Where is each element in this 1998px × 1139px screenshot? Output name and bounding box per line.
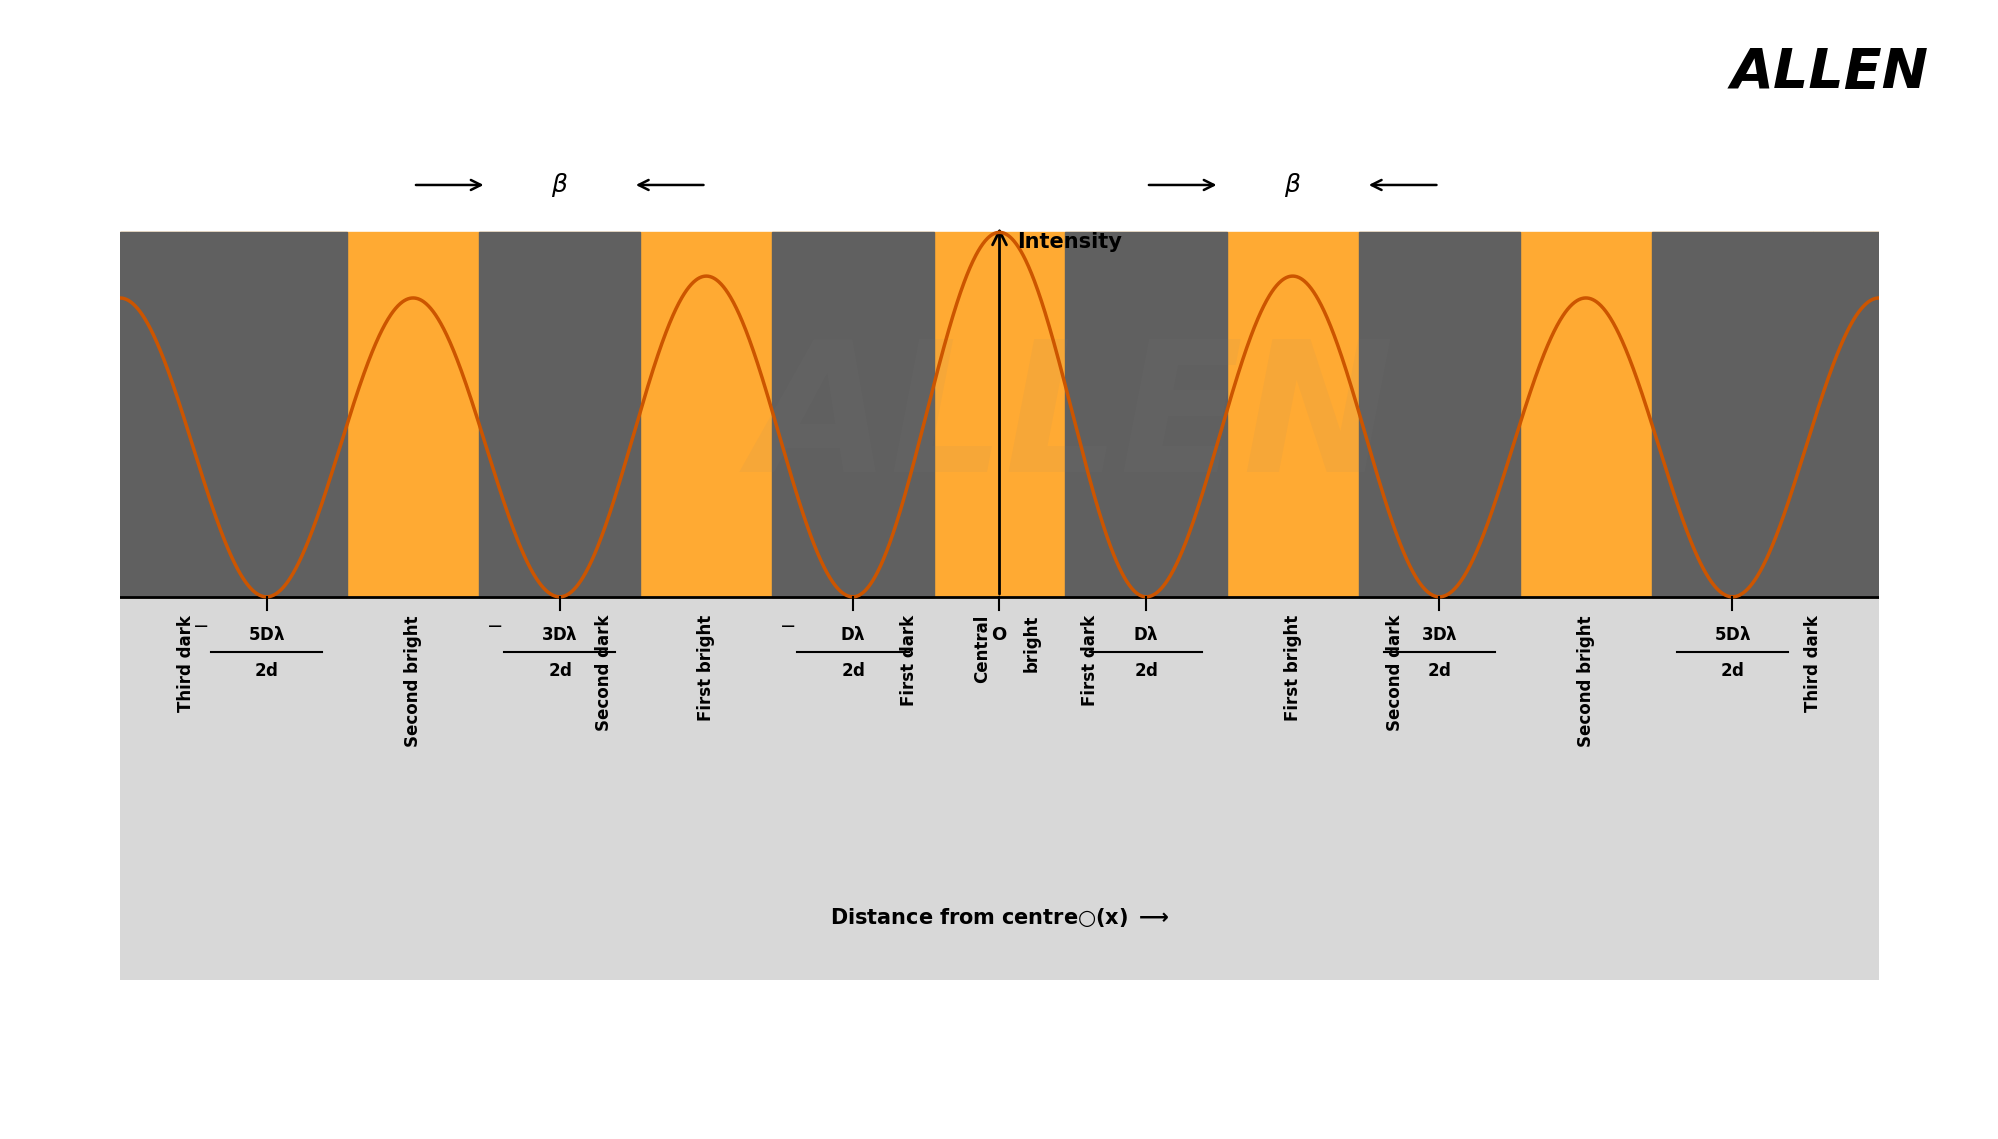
Text: $\mathbf{2d}$: $\mathbf{2d}$ <box>1427 663 1451 680</box>
Text: First bright: First bright <box>1283 615 1301 721</box>
Text: $-$: $-$ <box>779 615 795 634</box>
Text: $\mathbf{2d}$: $\mathbf{2d}$ <box>254 663 278 680</box>
Bar <box>1065 232 1227 597</box>
Text: bright: bright <box>1023 615 1041 672</box>
Text: $\mathbf{5D\lambda}$: $\mathbf{5D\lambda}$ <box>248 626 286 644</box>
Text: First bright: First bright <box>697 615 715 721</box>
Text: Second dark: Second dark <box>593 615 613 731</box>
Text: $\mathbf{2d}$: $\mathbf{2d}$ <box>1720 663 1744 680</box>
Bar <box>771 232 933 597</box>
Text: $-$: $-$ <box>486 615 501 634</box>
Text: Second bright: Second bright <box>404 615 422 746</box>
Bar <box>1359 232 1518 597</box>
Text: Second bright: Second bright <box>1576 615 1594 746</box>
Text: $\mathbf{2d}$: $\mathbf{2d}$ <box>841 663 865 680</box>
Text: $\mathbf{O}$: $\mathbf{O}$ <box>991 626 1007 644</box>
Bar <box>186 232 348 597</box>
Bar <box>120 232 186 597</box>
Bar <box>1812 232 1878 597</box>
Text: Intensity: Intensity <box>1017 232 1121 253</box>
Text: $\mathbf{2d}$: $\mathbf{2d}$ <box>1133 663 1157 680</box>
Bar <box>120 232 1878 597</box>
Text: Third dark: Third dark <box>176 615 196 712</box>
Text: $\mathbf{D\lambda}$: $\mathbf{D\lambda}$ <box>839 626 865 644</box>
Text: $-$: $-$ <box>192 615 208 634</box>
Text: $\mathbf{Distance\ from\ centre}$$\mathbf{\bigcirc}$$\mathbf{(x)\ \longrightarro: $\mathbf{Distance\ from\ centre}$$\mathb… <box>829 907 1169 929</box>
Text: Second dark: Second dark <box>1385 615 1405 731</box>
Text: First dark: First dark <box>1081 615 1099 706</box>
Text: $\mathbf{D\lambda}$: $\mathbf{D\lambda}$ <box>1133 626 1159 644</box>
Text: ALLEN: ALLEN <box>751 334 1395 510</box>
Text: $\mathbf{5D\lambda}$: $\mathbf{5D\lambda}$ <box>1712 626 1750 644</box>
Text: $\beta$: $\beta$ <box>1283 171 1301 199</box>
Text: $\mathbf{2d}$: $\mathbf{2d}$ <box>547 663 571 680</box>
Text: ALLEN: ALLEN <box>1730 46 1928 99</box>
Text: $\mathbf{3D\lambda}$: $\mathbf{3D\lambda}$ <box>1421 626 1457 644</box>
Text: First dark: First dark <box>899 615 917 706</box>
Bar <box>120 597 1878 980</box>
Text: Central: Central <box>973 615 991 683</box>
Text: $\beta$: $\beta$ <box>551 171 567 199</box>
Text: $\mathbf{3D\lambda}$: $\mathbf{3D\lambda}$ <box>541 626 577 644</box>
Bar <box>1650 232 1812 597</box>
Text: Third dark: Third dark <box>1802 615 1822 712</box>
Bar <box>480 232 639 597</box>
